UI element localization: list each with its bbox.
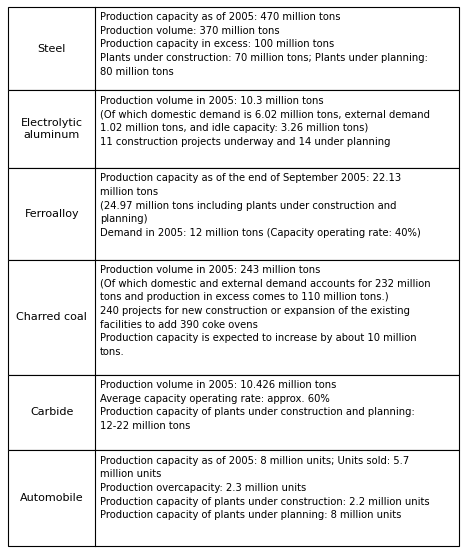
Bar xyxy=(8,260,459,374)
Bar xyxy=(8,260,459,374)
Bar xyxy=(8,450,459,546)
Text: Automobile: Automobile xyxy=(20,493,84,503)
Text: Production volume in 2005: 243 million tons
(Of which domestic and external dema: Production volume in 2005: 243 million t… xyxy=(100,265,431,357)
Text: Production capacity as of the end of September 2005: 22.13
million tons
(24.97 m: Production capacity as of the end of Sep… xyxy=(100,174,421,238)
Text: Charred coal: Charred coal xyxy=(16,312,87,322)
Text: Steel: Steel xyxy=(38,44,66,54)
Bar xyxy=(8,374,459,450)
Bar xyxy=(8,450,459,546)
Text: Production volume in 2005: 10.3 million tons
(Of which domestic demand is 6.02 m: Production volume in 2005: 10.3 million … xyxy=(100,96,430,147)
Text: Carbide: Carbide xyxy=(30,408,73,418)
Text: Production volume in 2005: 10.426 million tons
Average capacity operating rate: : Production volume in 2005: 10.426 millio… xyxy=(100,380,415,431)
Bar xyxy=(8,374,459,450)
Text: Ferroalloy: Ferroalloy xyxy=(25,209,79,219)
Bar xyxy=(8,168,459,260)
Bar xyxy=(8,90,459,168)
Bar xyxy=(8,7,459,90)
Text: Production capacity as of 2005: 470 million tons
Production volume: 370 million : Production capacity as of 2005: 470 mill… xyxy=(100,12,428,76)
Bar xyxy=(8,90,459,168)
Bar xyxy=(8,7,459,90)
Text: Electrolytic
aluminum: Electrolytic aluminum xyxy=(21,118,83,140)
Text: Production capacity as of 2005: 8 million units; Units sold: 5.7
million units
P: Production capacity as of 2005: 8 millio… xyxy=(100,456,430,520)
Bar xyxy=(8,168,459,260)
